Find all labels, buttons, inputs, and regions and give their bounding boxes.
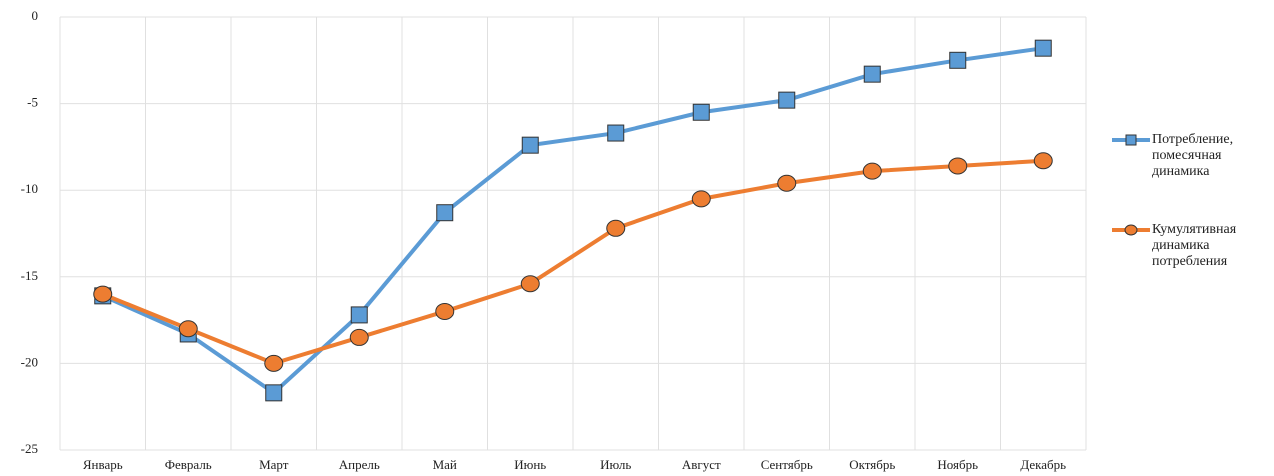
x-tick-label: Апрель bbox=[339, 457, 380, 472]
marker bbox=[607, 124, 625, 142]
legend-marker bbox=[1125, 134, 1137, 146]
marker bbox=[1034, 39, 1052, 57]
x-tick-label: Март bbox=[259, 457, 289, 472]
marker bbox=[265, 384, 283, 402]
x-tick-label: Июль bbox=[600, 457, 631, 472]
x-tick-label: Август bbox=[682, 457, 721, 472]
x-tick-label: Ноябрь bbox=[937, 457, 978, 472]
marker bbox=[606, 219, 626, 237]
marker bbox=[264, 354, 284, 372]
legend-label: Потребление, помесячная динамика bbox=[1152, 132, 1234, 179]
marker bbox=[350, 306, 368, 324]
x-tick-label: Июнь bbox=[514, 457, 546, 472]
marker bbox=[862, 162, 882, 180]
x-tick-label: Сентябрь bbox=[761, 457, 813, 472]
y-tick-label: -5 bbox=[27, 95, 38, 110]
marker bbox=[863, 65, 881, 83]
marker bbox=[949, 51, 967, 69]
y-tick-label: -10 bbox=[21, 181, 38, 196]
legend-marker bbox=[1124, 224, 1138, 236]
x-tick-label: Май bbox=[433, 457, 457, 472]
x-tick-label: Октябрь bbox=[849, 457, 895, 472]
marker bbox=[436, 204, 454, 222]
marker bbox=[948, 157, 968, 175]
marker bbox=[521, 136, 539, 154]
x-tick-label: Февраль bbox=[165, 457, 212, 472]
marker bbox=[777, 174, 797, 192]
y-tick-label: -15 bbox=[21, 268, 38, 283]
marker bbox=[93, 285, 113, 303]
marker bbox=[691, 190, 711, 208]
y-tick-label: -20 bbox=[21, 354, 38, 369]
y-tick-label: 0 bbox=[32, 8, 39, 23]
series-line bbox=[101, 158, 1044, 366]
marker bbox=[520, 275, 540, 293]
marker bbox=[692, 103, 710, 121]
y-tick-label: -25 bbox=[21, 441, 38, 456]
marker bbox=[1033, 152, 1053, 170]
marker bbox=[435, 302, 455, 320]
legend-label: Кумулятивная динамика потребления bbox=[1152, 222, 1237, 269]
x-tick-label: Декабрь bbox=[1020, 457, 1066, 472]
x-tick-label: Январь bbox=[83, 457, 123, 472]
marker bbox=[178, 320, 198, 338]
marker bbox=[349, 328, 369, 346]
series-line bbox=[101, 46, 1044, 396]
marker bbox=[778, 91, 796, 109]
